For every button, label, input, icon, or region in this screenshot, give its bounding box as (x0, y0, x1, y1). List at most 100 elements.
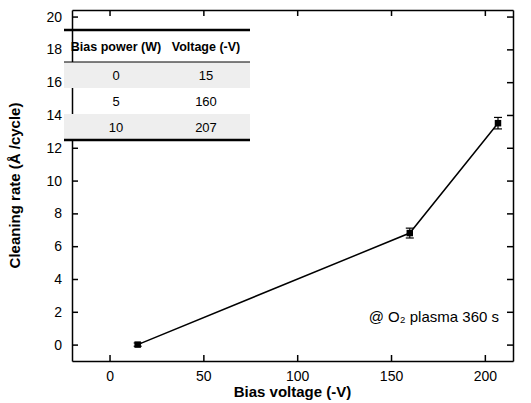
marker (495, 120, 501, 126)
tick-mark (485, 10, 487, 16)
table-cell: 207 (195, 120, 217, 135)
tick-mark (507, 180, 513, 182)
tick-mark (72, 246, 78, 248)
tick-label: 8 (54, 205, 62, 221)
tick-mark (507, 16, 513, 18)
tick-mark (391, 10, 393, 16)
tick-mark (507, 344, 513, 346)
tick (507, 17, 513, 18)
tick-mark (507, 148, 513, 150)
tick-label: 50 (196, 368, 212, 384)
tick-mark (297, 355, 299, 361)
tick-mark (391, 355, 393, 361)
error-bar (494, 117, 502, 128)
tick-label: 20 (46, 9, 62, 25)
table-cell: 160 (195, 94, 217, 109)
tick (485, 10, 486, 16)
tick: 4 (54, 271, 78, 287)
tick (297, 10, 298, 16)
tick: 12 (46, 140, 78, 156)
table-cell: 5 (112, 94, 119, 109)
y-axis-title: Cleaning rate (Å /cycle) (6, 103, 23, 269)
x-axis-top (73, 10, 514, 16)
table-rule (64, 29, 250, 32)
tick (507, 279, 513, 280)
tick-label: 14 (46, 107, 62, 123)
tick-mark (72, 213, 78, 215)
tick (507, 115, 513, 116)
table-cell: 10 (109, 120, 123, 135)
tick-label: 10 (46, 173, 62, 189)
tick (507, 213, 513, 214)
tick-label: 200 (474, 368, 498, 384)
tick-label: 6 (54, 238, 62, 254)
tick-label: 2 (54, 304, 62, 320)
tick-mark (72, 16, 78, 18)
marker (134, 341, 140, 347)
tick (507, 49, 513, 50)
tick: 150 (380, 355, 404, 384)
tick-label: 18 (46, 41, 62, 57)
x-axis: 0 50 100 150 200 (73, 355, 514, 384)
axis-line (513, 11, 515, 362)
table-rule (64, 139, 250, 142)
tick: 0 (106, 355, 114, 384)
inset-table: Bias power (W) Voltage (-V) 0 15 5 160 10 207 (64, 30, 250, 140)
tick-mark (203, 10, 205, 16)
tick-mark (485, 355, 487, 361)
y-axis: 0 2 4 6 8 10 12 14 16 18 20 (46, 9, 78, 362)
y-axis-right (507, 11, 514, 362)
tick-mark (507, 246, 513, 248)
table-header: Voltage (-V) (172, 40, 241, 54)
table-header: Bias power (W) (71, 40, 161, 54)
tick: 8 (54, 205, 78, 221)
tick-mark (507, 312, 513, 314)
tick-mark (72, 279, 78, 281)
error-cap (494, 128, 502, 129)
tick-label: 12 (46, 140, 62, 156)
tick: 100 (286, 355, 310, 384)
tick-mark (507, 49, 513, 51)
error-bar (406, 228, 414, 238)
tick: 2 (54, 304, 78, 320)
chart-container: 05010015020002468101214161820@ O₂ plasma… (0, 0, 531, 403)
tick: 50 (196, 355, 212, 384)
tick (203, 10, 204, 16)
error-cap (406, 237, 414, 238)
marker (407, 230, 413, 236)
tick (110, 10, 111, 16)
tick (391, 10, 392, 16)
tick-label: 0 (106, 368, 114, 384)
tick: 0 (54, 337, 78, 353)
tick-mark (109, 10, 111, 16)
tick: 20 (46, 9, 78, 25)
tick-mark (72, 312, 78, 314)
tick-label: 150 (380, 368, 404, 384)
error-cap (494, 117, 502, 118)
tick-mark (203, 355, 205, 361)
tick-label: 0 (54, 337, 62, 353)
error-cap (406, 228, 414, 229)
tick-mark (72, 148, 78, 150)
tick-mark (507, 213, 513, 215)
tick-mark (507, 279, 513, 281)
tick: 10 (46, 173, 78, 189)
tick-mark (297, 10, 299, 16)
table-rule (64, 62, 250, 63)
tick-label: 16 (46, 74, 62, 90)
tick (507, 148, 513, 149)
data-layer (134, 117, 502, 347)
tick-mark (109, 355, 111, 361)
tick: 6 (54, 238, 78, 254)
table-cell: 15 (199, 68, 213, 83)
table-cell: 0 (112, 68, 119, 83)
annotation: @ O₂ plasma 360 s (369, 308, 499, 325)
tick (507, 246, 513, 247)
tick: 200 (474, 355, 498, 384)
tick-mark (507, 82, 513, 84)
tick-mark (72, 344, 78, 346)
axis-line (73, 361, 514, 363)
plot: 05010015020002468101214161820@ O₂ plasma… (46, 9, 513, 384)
chart-svg: 05010015020002468101214161820@ O₂ plasma… (0, 0, 531, 403)
tick (507, 345, 513, 346)
